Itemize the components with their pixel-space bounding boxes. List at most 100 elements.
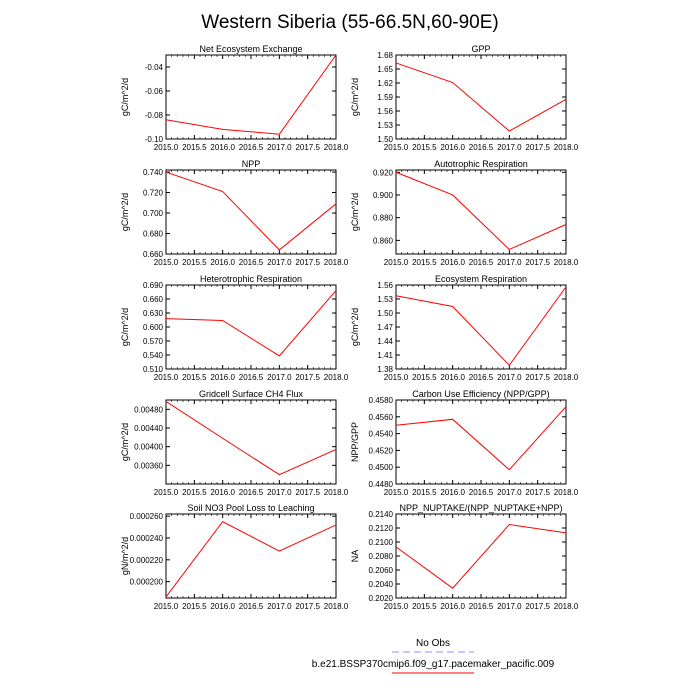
x-tick-label: 2015.0 — [154, 258, 179, 267]
series-line-0 — [395, 523, 567, 589]
y-tick-label: 0.4540 — [369, 430, 394, 439]
y-tick-label: 0.880 — [373, 214, 394, 223]
x-tick-label: 2016.5 — [469, 602, 494, 611]
x-tick-label: 2015.0 — [384, 143, 409, 152]
x-tick-label: 2016.5 — [239, 488, 264, 497]
y-tick-label: -0.10 — [145, 135, 164, 144]
legend: No Obs b.e21.BSSP370cmip6.f09_g17.pacema… — [312, 638, 555, 674]
y-tick-label: -0.06 — [145, 87, 164, 96]
x-tick-label: 2017.5 — [295, 488, 320, 497]
y-tick-label: 0.4580 — [369, 396, 394, 405]
x-tick-label: 2017.0 — [497, 143, 522, 152]
legend-label-model-run: b.e21.BSSP370cmip6.f09_g17.pacemaker_pac… — [312, 659, 555, 670]
chart-panel-5: Ecosystem Respiration gC/m^2/d 2015.0 2015.… — [350, 274, 579, 382]
x-tick-label: 2015.5 — [182, 143, 207, 152]
legend-label-no-obs: No Obs — [416, 638, 450, 649]
plot-frame — [165, 54, 337, 140]
y-tick-label: 0.690 — [143, 281, 164, 290]
y-tick-label: 1.44 — [377, 337, 393, 346]
series-line-0 — [395, 171, 567, 251]
y-tick-label: 0.600 — [143, 323, 164, 332]
plot-frame — [395, 399, 567, 485]
y-axis-label: gC/m^2/d — [120, 78, 130, 116]
series-line-0 — [395, 286, 567, 367]
plot-frame — [165, 399, 337, 485]
y-axis-label: gC/m^2/d — [120, 423, 130, 461]
x-tick-label: 2017.0 — [497, 258, 522, 267]
series-line-0 — [165, 171, 337, 251]
series-line-0 — [395, 62, 567, 132]
y-tick-label: 1.62 — [377, 79, 393, 88]
x-tick-label: 2015.0 — [154, 602, 179, 611]
y-axis-label: gC/m^2/d — [350, 193, 360, 231]
panel-title: NPP_NUPTAKE/(NPP_NUPTAKE+NPP) — [400, 503, 563, 513]
x-tick-label: 2015.5 — [412, 488, 437, 497]
x-tick-label: 2016.0 — [440, 488, 465, 497]
y-tick-label: 0.2060 — [369, 566, 394, 575]
x-tick-label: 2016.5 — [469, 143, 494, 152]
y-tick-label: 0.700 — [143, 209, 164, 218]
x-tick-label: 2018.0 — [554, 373, 579, 382]
x-tick-label: 2016.0 — [210, 373, 235, 382]
x-tick-label: 2017.0 — [267, 602, 292, 611]
x-tick-label: 2017.0 — [497, 602, 522, 611]
x-tick-label: 2017.0 — [497, 373, 522, 382]
plot-frame — [165, 284, 337, 370]
y-axis-label: NPP/GPP — [350, 422, 360, 462]
y-tick-label: 0.570 — [143, 337, 164, 346]
y-tick-label: 0.00400 — [134, 443, 163, 452]
y-tick-label: 1.38 — [377, 365, 393, 374]
x-tick-label: 2016.5 — [239, 602, 264, 611]
x-tick-label: 2018.0 — [324, 143, 349, 152]
chart-panel-8: Soil NO3 Pool Loss to Leaching gN/m^2/d 20… — [120, 503, 349, 611]
y-tick-label: -0.04 — [145, 63, 164, 72]
x-tick-label: 2015.0 — [384, 258, 409, 267]
y-tick-label: 0.900 — [373, 191, 394, 200]
plot-frame — [395, 54, 567, 140]
plot-frame — [165, 513, 337, 599]
y-tick-label: 1.50 — [377, 135, 393, 144]
y-tick-label: 0.680 — [143, 230, 164, 239]
panel-title: Autotrophic Respiration — [434, 159, 528, 169]
y-tick-label: 1.65 — [377, 65, 393, 74]
x-tick-label: 2015.0 — [384, 373, 409, 382]
y-tick-label: 0.740 — [143, 168, 164, 177]
x-tick-label: 2016.5 — [469, 258, 494, 267]
x-tick-label: 2017.0 — [497, 488, 522, 497]
x-tick-label: 2015.0 — [384, 602, 409, 611]
x-tick-label: 2017.5 — [525, 602, 550, 611]
x-tick-label: 2015.5 — [182, 602, 207, 611]
y-axis-label: gC/m^2/d — [350, 78, 360, 116]
chart-panel-3: Autotrophic Respiration gC/m^2/d 2015.0 201… — [350, 159, 579, 267]
x-tick-label: 2016.5 — [239, 258, 264, 267]
y-tick-label: 0.2080 — [369, 552, 394, 561]
x-tick-label: 2015.5 — [412, 373, 437, 382]
x-tick-label: 2016.0 — [210, 258, 235, 267]
x-tick-label: 2016.0 — [440, 373, 465, 382]
y-axis-label: gC/m^2/d — [120, 193, 130, 231]
x-tick-label: 2015.5 — [412, 602, 437, 611]
y-axis-label: gC/m^2/d — [350, 308, 360, 346]
chart-panel-0: Net Ecosystem Exchange gC/m^2/d 2015.0 2015… — [120, 44, 349, 152]
y-tick-label: 0.000240 — [130, 534, 164, 543]
x-tick-label: 2015.5 — [182, 488, 207, 497]
y-tick-label: 1.56 — [377, 281, 393, 290]
x-tick-label: 2017.0 — [267, 258, 292, 267]
figure-title: Western Siberia (55-66.5N,60-90E) — [201, 12, 498, 33]
x-tick-label: 2017.5 — [525, 488, 550, 497]
y-tick-label: 0.510 — [143, 365, 164, 374]
x-tick-label: 2016.0 — [210, 143, 235, 152]
y-tick-label: 0.2120 — [369, 524, 394, 533]
y-tick-label: 1.56 — [377, 107, 393, 116]
panel-title: Net Ecosystem Exchange — [199, 44, 302, 54]
y-tick-label: 0.660 — [143, 250, 164, 259]
y-tick-label: -0.08 — [145, 111, 164, 120]
x-tick-label: 2017.0 — [267, 143, 292, 152]
